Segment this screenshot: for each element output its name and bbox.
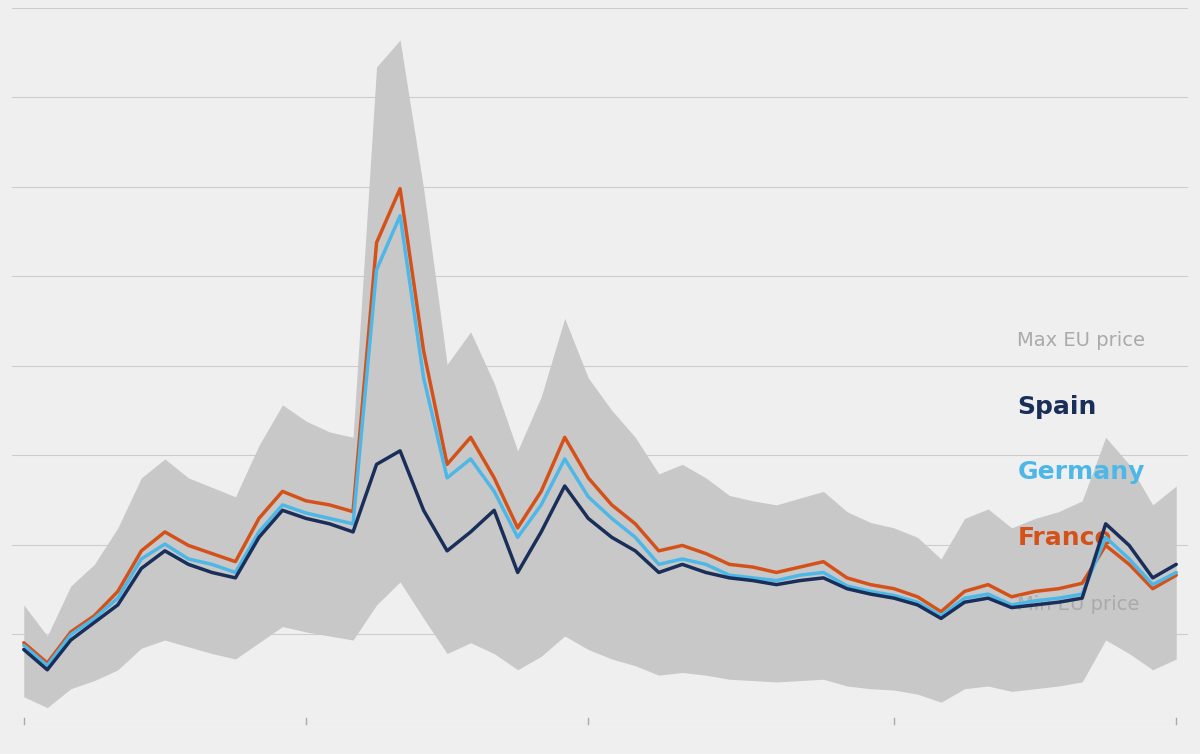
Text: Germany: Germany — [1018, 461, 1145, 484]
Text: France: France — [1018, 526, 1112, 550]
Text: Max EU price: Max EU price — [1018, 331, 1146, 350]
Text: Min EU price: Min EU price — [1018, 595, 1140, 614]
Text: Spain: Spain — [1018, 394, 1097, 418]
